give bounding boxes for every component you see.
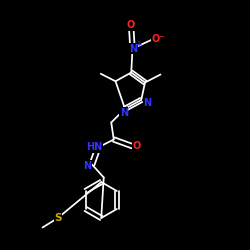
Text: S: S (54, 213, 62, 223)
Text: O⁻: O⁻ (152, 34, 165, 44)
Text: O: O (127, 20, 135, 30)
Text: N: N (84, 161, 92, 171)
Text: N: N (144, 98, 152, 108)
Text: +: + (136, 40, 142, 49)
Text: O: O (132, 141, 140, 151)
Text: HN: HN (86, 142, 102, 152)
Text: N: N (129, 44, 137, 54)
Text: N: N (120, 108, 128, 118)
